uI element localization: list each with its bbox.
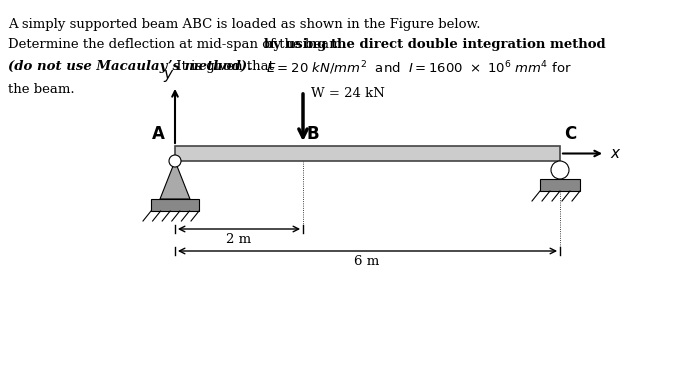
Text: A simply supported beam ABC is loaded as shown in the Figure below.: A simply supported beam ABC is loaded as… xyxy=(8,18,480,31)
Text: 6 m: 6 m xyxy=(355,255,380,268)
Polygon shape xyxy=(160,161,190,199)
Text: y: y xyxy=(164,67,172,82)
Bar xyxy=(540,179,580,191)
Bar xyxy=(151,199,199,211)
Text: It is given that: It is given that xyxy=(172,60,279,73)
Circle shape xyxy=(169,155,181,167)
Text: $E = 20\ kN/mm^2$  and  $I = 1600\ \times\ 10^6\ mm^4$ for: $E = 20\ kN/mm^2$ and $I = 1600\ \times\… xyxy=(266,59,572,77)
Text: W = 24 kN: W = 24 kN xyxy=(311,87,385,100)
Text: Determine the deflection at mid-span of the beam: Determine the deflection at mid-span of … xyxy=(8,38,346,51)
Text: 2 m: 2 m xyxy=(226,233,252,246)
Text: B: B xyxy=(307,125,319,143)
Text: the beam.: the beam. xyxy=(8,83,75,96)
Text: x: x xyxy=(610,146,619,161)
Text: by using the direct double integration method: by using the direct double integration m… xyxy=(264,38,605,51)
Text: A: A xyxy=(152,125,165,143)
Text: C: C xyxy=(564,125,576,143)
Text: (do not use Macaulay’s method).: (do not use Macaulay’s method). xyxy=(8,60,252,73)
Bar xyxy=(175,146,560,161)
Circle shape xyxy=(551,161,569,179)
